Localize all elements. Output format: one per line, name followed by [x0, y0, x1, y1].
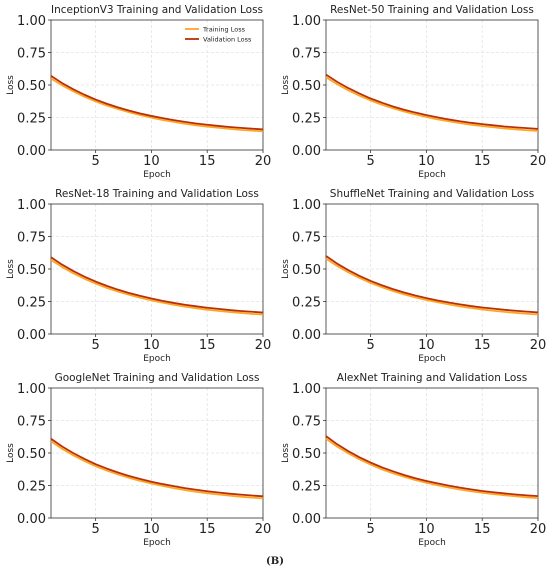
x-axis-label: Epoch — [418, 354, 446, 364]
training-loss-line — [50, 259, 264, 316]
x-tick-label: 5 — [91, 154, 99, 169]
training-loss-line — [50, 77, 264, 133]
y-tick-label: 0.00 — [17, 144, 46, 159]
y-tick-label: 0.75 — [292, 415, 321, 430]
y-tick-label: 0.00 — [17, 328, 46, 343]
y-tick-label: 0.00 — [292, 144, 321, 159]
chart-panel: AlexNet Training and Validation Loss 5 10 1… — [281, 372, 546, 548]
legend-entry: Validation Loss — [203, 36, 252, 44]
chart-panel: GoogleNet Training and Validation Loss 5 1… — [6, 372, 271, 548]
x-tick-label: 20 — [530, 522, 547, 537]
training-loss-line — [50, 440, 264, 500]
y-tick-label: 0.50 — [17, 447, 46, 462]
x-tick-label: 5 — [366, 154, 374, 169]
y-tick-label: 0.25 — [17, 480, 46, 495]
x-tick-label: 10 — [143, 338, 160, 353]
validation-loss-line — [50, 256, 264, 314]
training-loss-line — [325, 76, 539, 132]
y-tick-label: 0.75 — [292, 231, 321, 246]
y-tick-label: 0.50 — [292, 263, 321, 278]
x-tick-label: 15 — [474, 154, 491, 169]
legend-entry: Training Loss — [202, 26, 246, 34]
chart-title: AlexNet Training and Validation Loss — [337, 372, 527, 384]
y-tick-label: 1.00 — [17, 198, 46, 213]
y-axis-label: Loss — [6, 443, 16, 463]
x-tick-label: 20 — [255, 154, 272, 169]
chart-panel: ResNet-50 Training and Validation Loss 5 1… — [281, 4, 546, 180]
chart-title: GoogleNet Training and Validation Loss — [55, 372, 260, 384]
x-tick-label: 15 — [199, 154, 216, 169]
y-tick-label: 1.00 — [292, 198, 321, 213]
y-tick-label: 1.00 — [17, 14, 46, 29]
validation-loss-line — [50, 437, 264, 498]
y-tick-label: 0.75 — [17, 415, 46, 430]
y-axis-label: Loss — [6, 259, 16, 279]
y-tick-label: 0.50 — [292, 447, 321, 462]
x-tick-label: 10 — [143, 154, 160, 169]
x-tick-label: 15 — [199, 338, 216, 353]
y-tick-label: 0.00 — [17, 512, 46, 527]
x-tick-label: 5 — [366, 522, 374, 537]
x-tick-label: 5 — [366, 338, 374, 353]
y-tick-label: 0.25 — [292, 112, 321, 127]
validation-loss-line — [325, 435, 539, 498]
y-tick-label: 1.00 — [17, 382, 46, 397]
y-axis-label: Loss — [281, 75, 291, 95]
x-axis-label: Epoch — [143, 170, 171, 180]
x-axis-label: Epoch — [418, 170, 446, 180]
y-tick-label: 1.00 — [292, 382, 321, 397]
x-axis-label: Epoch — [418, 538, 446, 548]
y-tick-label: 0.00 — [292, 328, 321, 343]
figure-label: (B) — [266, 556, 284, 567]
y-tick-label: 0.75 — [17, 231, 46, 246]
y-tick-label: 0.25 — [292, 480, 321, 495]
y-tick-label: 1.00 — [292, 14, 321, 29]
x-tick-label: 20 — [255, 522, 272, 537]
x-tick-label: 15 — [474, 338, 491, 353]
y-tick-label: 0.00 — [292, 512, 321, 527]
y-tick-label: 0.25 — [17, 296, 46, 311]
y-axis-label: Loss — [281, 259, 291, 279]
validation-loss-line — [50, 75, 264, 131]
y-axis-label: Loss — [6, 75, 16, 95]
x-tick-label: 20 — [530, 338, 547, 353]
x-tick-label: 10 — [418, 154, 435, 169]
y-tick-label: 0.25 — [292, 296, 321, 311]
y-tick-label: 0.50 — [17, 263, 46, 278]
chart-title: ShuffleNet Training and Validation Loss — [330, 188, 534, 200]
chart-panel: ShuffleNet Training and Validation Loss 5… — [281, 188, 546, 364]
x-axis-label: Epoch — [143, 354, 171, 364]
y-tick-label: 0.75 — [17, 47, 46, 62]
validation-loss-line — [325, 255, 539, 314]
x-tick-label: 20 — [530, 154, 547, 169]
y-tick-label: 0.50 — [292, 79, 321, 94]
x-tick-label: 15 — [474, 522, 491, 537]
x-axis-label: Epoch — [143, 538, 171, 548]
x-tick-label: 5 — [91, 522, 99, 537]
training-loss-line — [325, 257, 539, 316]
chart-panel: ResNet-18 Training and Validation Loss 5 1… — [6, 188, 271, 364]
x-tick-label: 10 — [418, 522, 435, 537]
x-tick-label: 10 — [143, 522, 160, 537]
x-tick-label: 10 — [418, 338, 435, 353]
y-tick-label: 0.25 — [17, 112, 46, 127]
y-tick-label: 0.75 — [292, 47, 321, 62]
chart-title: InceptionV3 Training and Validation Loss — [51, 4, 263, 16]
x-tick-label: 15 — [199, 522, 216, 537]
x-tick-label: 5 — [91, 338, 99, 353]
chart-title: ResNet-50 Training and Validation Loss — [330, 4, 534, 16]
training-loss-line — [325, 437, 539, 500]
chart-panel: InceptionV3 Training and Validation Loss… — [6, 4, 271, 180]
chart-title: ResNet-18 Training and Validation Loss — [55, 188, 259, 200]
validation-loss-line — [325, 73, 539, 130]
y-tick-label: 0.50 — [17, 79, 46, 94]
x-tick-label: 20 — [255, 338, 272, 353]
y-axis-label: Loss — [281, 443, 291, 463]
